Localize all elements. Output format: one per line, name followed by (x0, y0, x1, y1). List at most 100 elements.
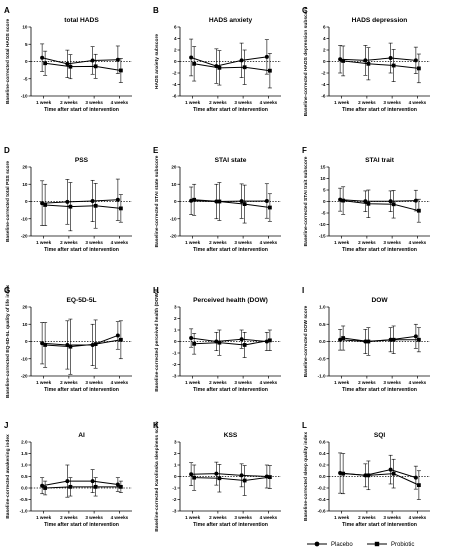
series-line (194, 339, 270, 346)
series-line (194, 199, 270, 209)
data-point (264, 54, 269, 59)
x-tick-label: 1 week (185, 380, 201, 385)
series-placebo (40, 178, 120, 226)
series-probiotic (341, 45, 421, 84)
series-line (343, 337, 419, 343)
x-tick-label: 2 weeks (358, 100, 376, 105)
data-point (115, 482, 120, 487)
y-tick-label: 0.5 (319, 322, 326, 327)
panel-title: STAI state (215, 157, 247, 164)
series-placebo (40, 464, 120, 498)
data-point (40, 55, 45, 60)
data-point (40, 483, 45, 488)
data-point (40, 201, 45, 206)
x-tick-label: 2 weeks (209, 240, 227, 245)
x-tick-label: 1 week (334, 380, 350, 385)
series-probiotic (341, 186, 421, 223)
panel-letter: A (4, 6, 10, 15)
y-tick-label: -6 (321, 94, 326, 99)
x-tick-label: 1 week (36, 100, 52, 105)
y-axis-label: Baseline-corrected total HADS score (5, 19, 11, 105)
data-point (115, 333, 120, 338)
data-point (90, 58, 95, 63)
series-line (343, 60, 419, 69)
y-tick-label: 6 (323, 25, 326, 30)
y-tick-label: 10 (171, 182, 177, 187)
panel-title: total HADS (64, 17, 99, 24)
data-point (65, 479, 70, 484)
data-point (192, 341, 197, 346)
data-point (68, 484, 73, 489)
x-axis-label: Time after start of intervention (342, 247, 417, 253)
data-point (192, 197, 197, 202)
y-tick-label: 1.0 (319, 305, 326, 310)
x-tick-label: 1 week (334, 515, 350, 520)
x-tick-label: 2 weeks (60, 240, 78, 245)
series-probiotic (192, 329, 272, 358)
y-tick-label: 10 (22, 25, 28, 30)
data-point (192, 475, 197, 480)
series-probiotic (43, 477, 123, 497)
data-point (40, 341, 45, 346)
y-axis-label: Baseline-corrected EQ-5D-5L quality of l… (5, 285, 11, 399)
y-tick-label: 0 (25, 59, 28, 64)
x-tick-label: 3 weeks (234, 515, 252, 520)
series-placebo (189, 38, 269, 84)
legend-probiotic-label: Probiotic (391, 542, 414, 548)
y-tick-label: -1.0 (318, 374, 326, 379)
x-tick-label: 4 weeks (409, 100, 427, 105)
data-point (242, 478, 247, 483)
data-point (93, 203, 98, 208)
x-axis-label: Time after start of intervention (342, 107, 417, 113)
y-tick-label: 2 (174, 48, 177, 53)
data-point (366, 339, 371, 344)
x-axis-label: Time after start of intervention (193, 387, 268, 393)
y-tick-label: 15 (320, 165, 326, 170)
x-tick-label: 1 week (185, 240, 201, 245)
y-tick-label: -5 (23, 76, 28, 81)
y-axis-label: HADS anxiety subscore (154, 34, 160, 89)
data-point (363, 199, 368, 204)
x-tick-label: 3 weeks (85, 240, 103, 245)
series-line (191, 337, 267, 343)
y-tick-label: 1.5 (21, 451, 28, 456)
data-point (413, 198, 418, 203)
y-tick-label: 4 (174, 36, 177, 41)
panel-letter: H (153, 286, 159, 295)
panel-title: HADS anxiety (209, 17, 253, 24)
x-tick-label: 3 weeks (85, 515, 103, 520)
panel-J: J AI Baseline-corrected awakening index -1.… (4, 421, 132, 528)
y-tick-label: 1.0 (21, 463, 28, 468)
panel-L: L SQI Baseline-corrected sleep quality ind… (302, 421, 430, 528)
x-tick-label: 3 weeks (383, 100, 401, 105)
panel-letter: L (302, 421, 307, 430)
y-tick-label: 5 (323, 188, 326, 193)
series-placebo (189, 183, 269, 220)
data-point (115, 197, 120, 202)
y-tick-label: -3 (172, 374, 177, 379)
series-placebo (338, 187, 418, 212)
data-point (90, 479, 95, 484)
x-tick-label: 4 weeks (260, 515, 278, 520)
panel-title: DOW (371, 297, 388, 304)
data-point (217, 476, 222, 481)
x-tick-label: 4 weeks (111, 100, 129, 105)
data-point (341, 336, 346, 340)
data-point (388, 467, 393, 472)
y-tick-label: 20 (22, 305, 28, 310)
data-point (93, 484, 98, 489)
y-axis-label: Baseline-corrected perceived health (DOW… (154, 291, 160, 392)
series-line (45, 204, 121, 209)
x-tick-label: 1 week (36, 380, 52, 385)
data-point (239, 58, 244, 63)
data-point (264, 198, 269, 203)
data-point (115, 57, 120, 62)
y-tick-label: -0.2 (318, 486, 326, 491)
series-line (190, 56, 267, 67)
y-tick-label: -4 (321, 82, 326, 87)
data-point (416, 483, 421, 488)
y-tick-label: -0.4 (318, 497, 326, 502)
y-tick-label: -4 (172, 82, 177, 87)
y-tick-label: 2.0 (21, 440, 28, 445)
